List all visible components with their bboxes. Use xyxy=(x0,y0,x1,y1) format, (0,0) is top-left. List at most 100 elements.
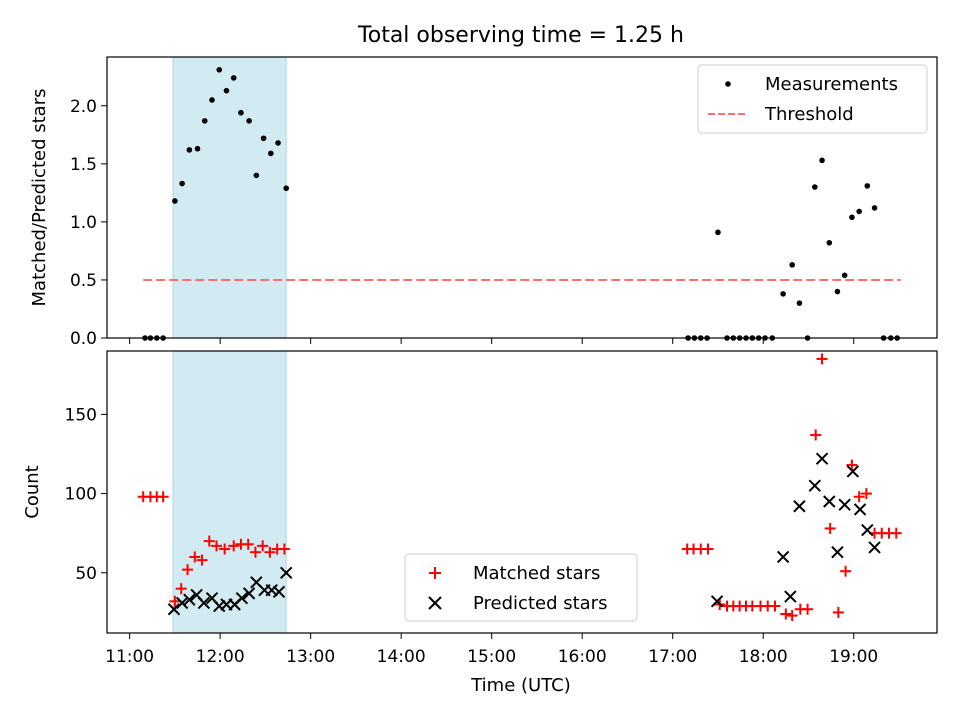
matched-star-point xyxy=(853,491,865,503)
matched-star-point xyxy=(264,546,276,558)
bottom-panel: 11:00 12:00 13:00 14:00 15:00 16:00 17:00 18:00… xyxy=(22,350,938,696)
bottom-xlabel: Time (UTC) xyxy=(470,675,571,696)
measurement-point xyxy=(849,214,855,221)
legend-predicted-stars-label: Predicted stars xyxy=(473,593,607,614)
matched-star-point xyxy=(203,535,215,547)
top-observing-span xyxy=(172,56,287,339)
bottom-y-tick-label: 50 xyxy=(75,564,97,584)
legend-matched-stars-label: Matched stars xyxy=(473,563,600,584)
top-ylabel: Matched/Predicted stars xyxy=(29,89,50,307)
predicted-star-point xyxy=(167,603,181,616)
matched-star-point xyxy=(157,491,169,503)
predicted-star-point xyxy=(776,550,790,564)
predicted-star-point xyxy=(265,584,278,597)
matched-star-point xyxy=(816,353,828,365)
bottom-x-tick-label: 14:00 xyxy=(377,647,426,667)
measurement-point xyxy=(789,262,795,268)
top-legend-frame xyxy=(697,64,928,134)
predicted-star-point xyxy=(272,585,286,599)
measurement-point xyxy=(230,75,237,81)
top-y-tick-label: 0.0 xyxy=(70,329,97,349)
matched-star-point xyxy=(824,522,836,534)
predicted-star-point xyxy=(280,566,293,580)
matched-star-point xyxy=(846,459,858,471)
predicted-star-point xyxy=(235,591,249,605)
predicted-star-point xyxy=(846,465,860,478)
predicted-star-point xyxy=(831,545,844,559)
matched-star-point xyxy=(189,551,201,563)
matched-star-point xyxy=(780,608,792,620)
predicted-star-point xyxy=(175,596,189,610)
legend-measurements-label: Measurements xyxy=(765,74,898,95)
predicted-star-point xyxy=(838,498,851,511)
bottom-x-tick-label: 15:00 xyxy=(467,647,516,667)
bottom-legend-frame xyxy=(404,553,638,622)
measurement-point xyxy=(223,87,230,94)
bottom-x-tick-label: 11:00 xyxy=(105,647,154,667)
matched-star-point xyxy=(786,610,798,622)
measurement-point xyxy=(819,157,825,164)
measurement-point xyxy=(856,208,862,215)
predicted-star-point xyxy=(784,590,797,603)
matched-star-point xyxy=(840,565,852,577)
measurement-point xyxy=(209,97,215,103)
predicted-star-point xyxy=(710,595,724,608)
bottom-plot-frame xyxy=(106,350,938,634)
matched-star-point xyxy=(249,546,261,558)
measurement-point xyxy=(796,300,803,306)
bottom-x-tick-label: 12:00 xyxy=(196,647,245,667)
top-plot-frame xyxy=(106,56,938,339)
matched-star-point xyxy=(211,540,223,552)
matched-star-point xyxy=(169,595,181,607)
measurement-point xyxy=(238,109,244,116)
top-y-tick-label: 0.5 xyxy=(70,271,97,291)
top-y-tick-label: 1.5 xyxy=(70,155,97,175)
matched-star-point xyxy=(702,543,714,555)
matched-star-point xyxy=(832,606,844,618)
predicted-star-point xyxy=(213,599,226,613)
measurement-point xyxy=(826,239,833,246)
bottom-legend: Matched stars Predicted stars xyxy=(404,553,638,622)
predicted-star-point xyxy=(823,495,836,508)
bottom-x-tick-label: 17:00 xyxy=(648,647,697,667)
measurement-point xyxy=(715,229,721,236)
bottom-observing-span xyxy=(172,350,287,634)
bottom-x-tick-label: 16:00 xyxy=(558,647,607,667)
legend-predicted-stars-marker xyxy=(428,596,442,610)
predicted-star-point xyxy=(815,452,829,465)
measurement-point xyxy=(201,118,208,124)
predicted-star-point xyxy=(808,479,822,492)
measurement-point xyxy=(194,145,201,152)
measurement-point xyxy=(253,172,260,179)
matched-star-point xyxy=(196,554,208,566)
measurement-point xyxy=(216,66,223,73)
matched-star-point xyxy=(890,527,902,539)
measurement-point xyxy=(283,185,290,192)
measurement-point xyxy=(268,150,274,157)
top-panel: 0.00.51.01.52.0 Matched/Predicted stars … xyxy=(29,56,938,349)
bottom-ylabel: Count xyxy=(22,465,43,518)
measurement-point xyxy=(179,180,185,187)
predicted-star-point xyxy=(868,541,881,554)
matched-star-point xyxy=(182,564,194,576)
matched-star-point xyxy=(228,540,240,552)
predicted-star-point xyxy=(183,593,196,606)
bottom-x-tick-label: 13:00 xyxy=(286,647,335,667)
predicted-star-point xyxy=(861,523,874,537)
matched-star-point xyxy=(219,543,231,555)
bottom-y-tick-label: 150 xyxy=(65,405,97,425)
top-legend: Measurements Threshold xyxy=(697,64,928,134)
bottom-y-tick-label: 100 xyxy=(65,485,97,505)
measurement-point xyxy=(834,288,841,295)
legend-matched-stars-marker xyxy=(429,567,441,579)
measurement-point xyxy=(275,140,281,146)
measurement-point xyxy=(186,147,193,153)
measurement-point xyxy=(246,118,252,124)
predicted-star-point xyxy=(242,587,256,600)
matched-star-point xyxy=(278,543,290,555)
predicted-star-point xyxy=(853,503,867,516)
measurement-point xyxy=(780,291,786,297)
measurement-point xyxy=(864,183,871,189)
legend-threshold-label: Threshold xyxy=(764,104,854,125)
